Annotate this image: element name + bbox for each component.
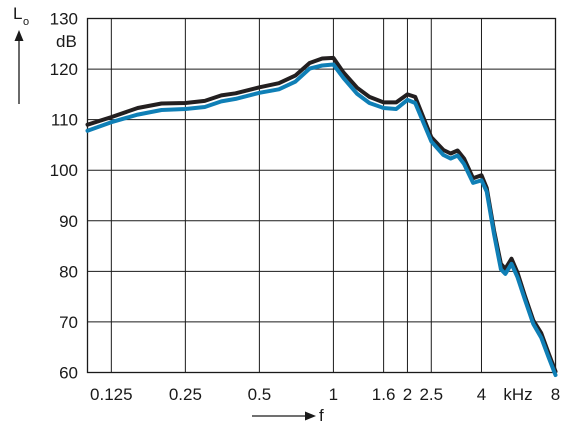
y-axis-unit: dB: [56, 32, 77, 51]
y-tick-label: 120: [50, 60, 78, 79]
x-tick-labels: 0.125 0.25 0.5 1 1.6 2 2.5 4 8 kHz: [90, 385, 560, 404]
plot-frame: [86, 17, 557, 374]
series-line-1: [85, 55, 558, 374]
x-tick-label: 8: [551, 385, 560, 404]
x-tick-label: 2.5: [419, 385, 443, 404]
x-tick-label: 0.25: [169, 385, 202, 404]
y-tick-label: 110: [51, 111, 78, 130]
y-tick-label: 100: [50, 161, 78, 180]
y-tick-label: 130: [50, 10, 78, 29]
x-axis-arrow-icon: [252, 411, 316, 421]
x-axis-label: f: [319, 406, 324, 425]
series-line-2: [85, 62, 558, 377]
x-tick-label: 0.5: [248, 385, 272, 404]
x-tick-label: 1: [329, 385, 338, 404]
y-tick-label: 60: [59, 364, 78, 383]
y-tick-label: 70: [59, 313, 78, 332]
x-tick-label: 0.125: [90, 385, 133, 404]
y-axis-arrow-icon: [14, 30, 24, 104]
y-tick-labels: 60 70 80 90 100 110 120 130: [50, 10, 78, 383]
y-tick-label: 80: [59, 262, 78, 281]
x-tick-label: 1.6: [372, 385, 396, 404]
x-tick-label: 4: [477, 385, 486, 404]
grid: [87, 18, 556, 373]
y-tick-label: 90: [59, 212, 78, 231]
y-axis-label-subscript: o: [23, 16, 29, 28]
y-axis-label: L: [13, 4, 22, 23]
x-tick-label: 2: [403, 385, 412, 404]
x-axis-unit: kHz: [503, 385, 532, 404]
series-layer: [85, 55, 558, 377]
